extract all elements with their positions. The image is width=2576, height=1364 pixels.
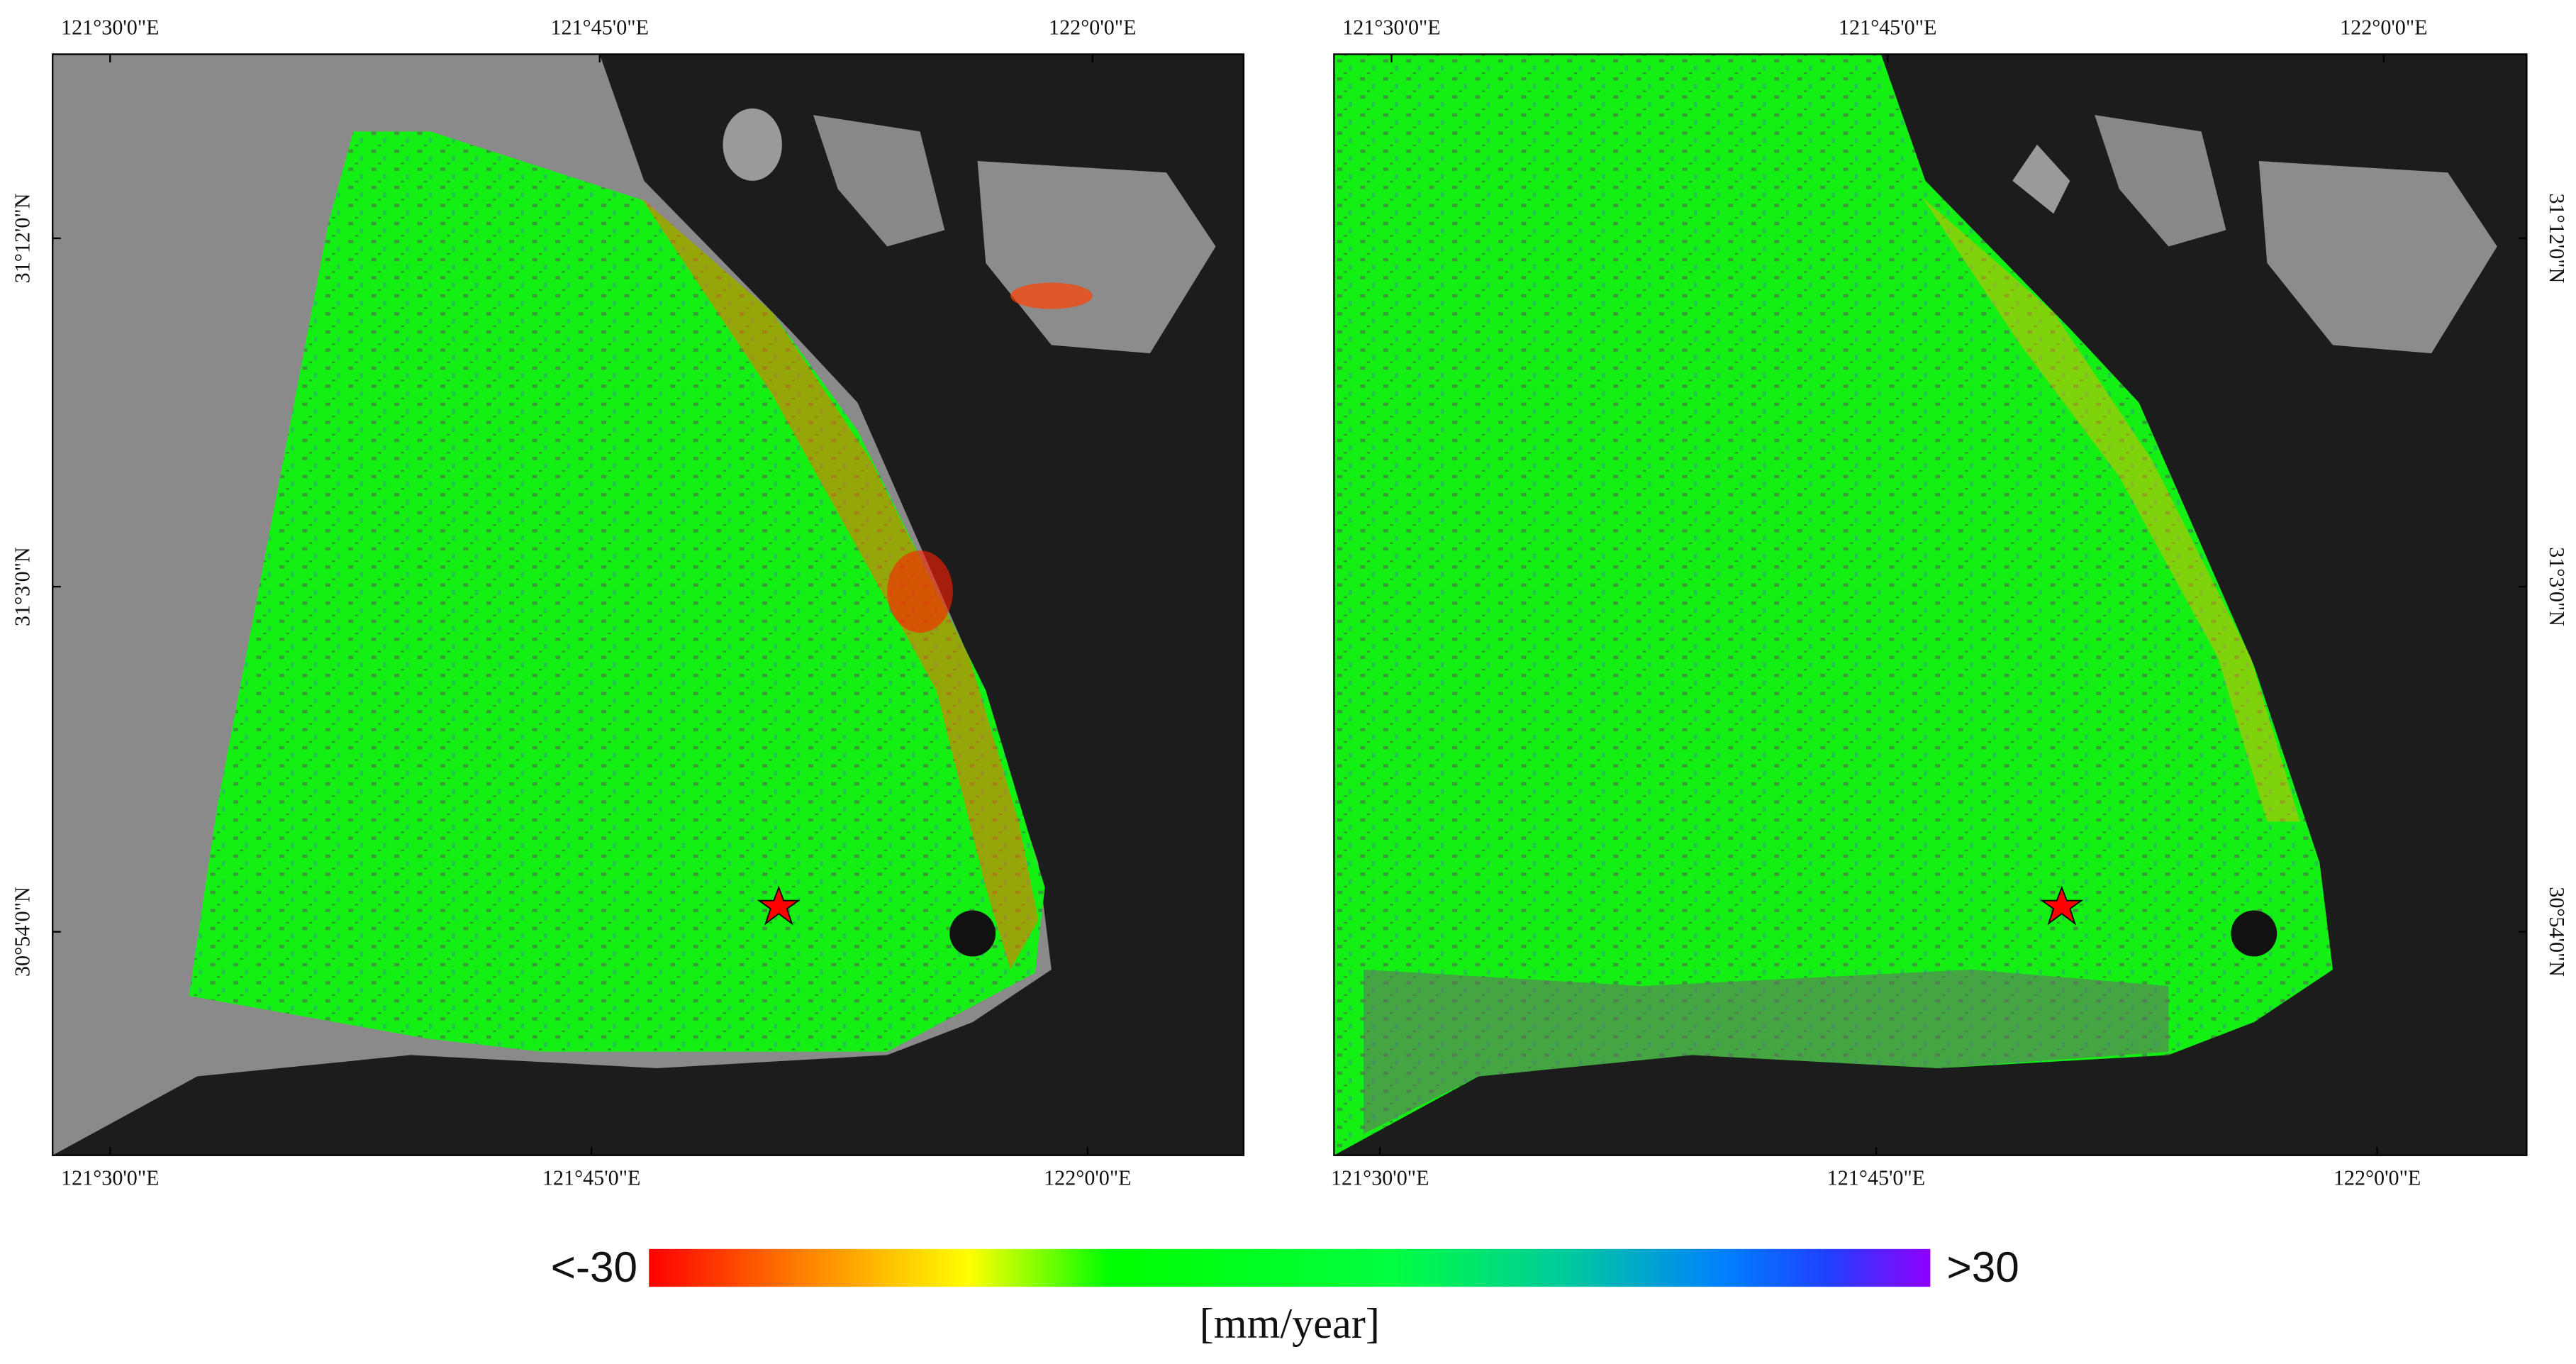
lat-label: 30°54'0"N	[2545, 887, 2569, 977]
right-map	[1334, 54, 2527, 1155]
bottom-lon-label: 121°30'0"E	[1331, 1165, 1429, 1190]
lat-label: 31°3'0"N	[11, 547, 35, 626]
lat-label: 31°12'0"N	[11, 193, 35, 283]
bottom-lon-label: 122°0'0"E	[2334, 1165, 2421, 1190]
lat-label: 31°3'0"N	[2545, 547, 2569, 626]
top-lon-label: 122°0'0"E	[1049, 16, 1136, 40]
lake	[2231, 910, 2277, 957]
land-gaps	[1364, 969, 2169, 1134]
top-lon-label: 121°30'0"E	[1342, 16, 1440, 40]
bottom-lon-label: 121°30'0"E	[61, 1165, 159, 1190]
lat-label: 31°12'0"N	[2545, 194, 2569, 284]
lat-label: 30°54'0"N	[11, 887, 35, 977]
left-map	[52, 54, 1244, 1155]
subsidence-spot	[887, 550, 953, 633]
top-lon-label: 121°45'0"E	[550, 16, 648, 40]
lake	[949, 910, 996, 957]
right-frame	[1333, 53, 2528, 1156]
top-lon-label: 122°0'0"E	[2340, 16, 2427, 40]
coastal-subsidence	[1922, 197, 2300, 822]
island	[813, 115, 945, 247]
colorbar	[649, 1248, 1931, 1287]
bottom-lon-label: 122°0'0"E	[1044, 1165, 1131, 1190]
island	[2012, 144, 2070, 214]
bottom-lon-label: 121°45'0"E	[542, 1165, 640, 1190]
deformation-texture	[189, 131, 1045, 1052]
island	[2258, 161, 2497, 354]
reference-star	[2040, 885, 2084, 926]
colorbar-unit: [mm/year]	[1200, 1300, 1380, 1348]
bottom-lon-label: 121°45'0"E	[1827, 1165, 1925, 1190]
top-lon-label: 121°30'0"E	[61, 16, 159, 40]
top-lon-label: 121°45'0"E	[1839, 16, 1936, 40]
coastal-subsidence	[640, 197, 1039, 970]
subsidence-spot	[1010, 282, 1093, 309]
colorbar-min: <-30	[551, 1243, 637, 1291]
deformation-texture	[1334, 54, 2334, 1155]
reference-star	[757, 885, 801, 926]
island	[723, 108, 782, 181]
left-frame	[52, 53, 1245, 1156]
island	[2095, 115, 2226, 247]
colorbar-max: >30	[1947, 1243, 2019, 1291]
